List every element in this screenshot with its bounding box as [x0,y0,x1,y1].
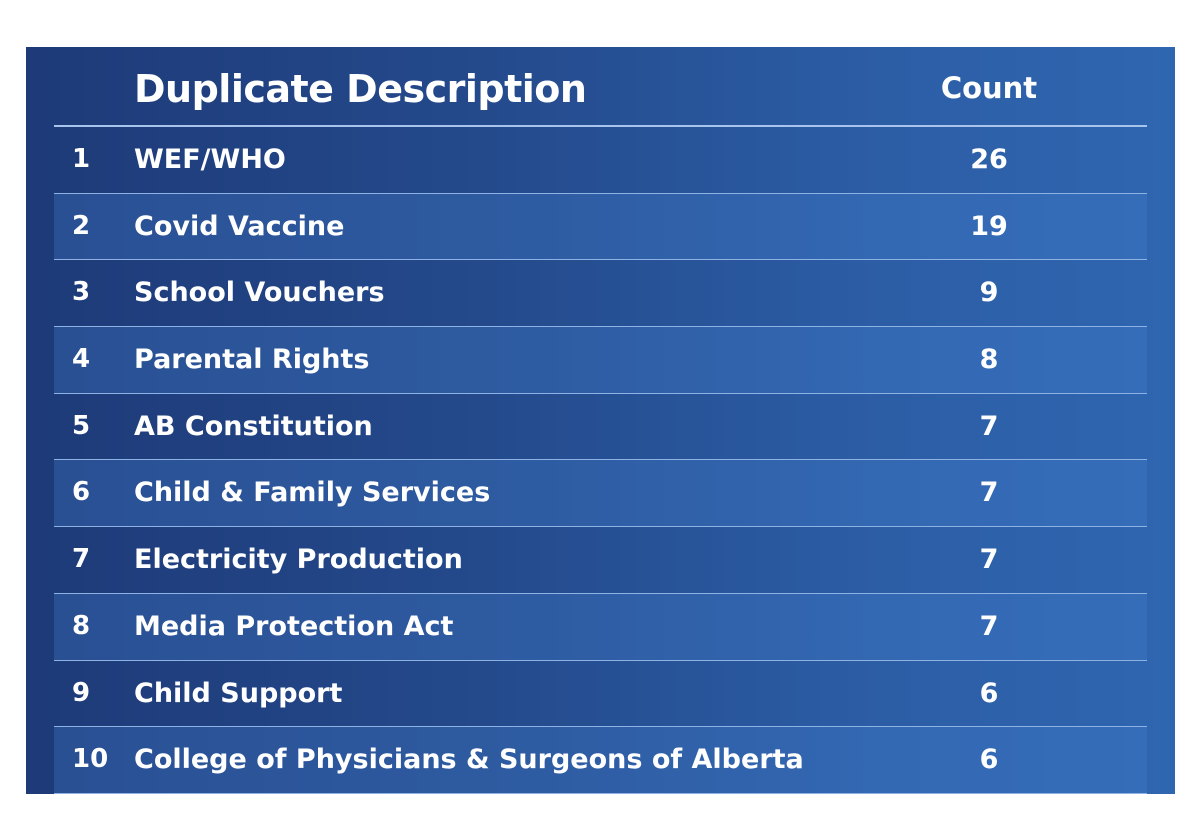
header-description: Duplicate Description [134,67,587,111]
row-description: College of Physicians & Surgeons of Albe… [134,744,804,776]
table-row: 3 School Vouchers 9 [54,260,1147,328]
row-rank: 4 [72,344,91,375]
row-description: Parental Rights [134,344,370,376]
table-row: 2 Covid Vaccine 19 [54,193,1147,261]
table-row: 10 College of Physicians & Surgeons of A… [54,727,1147,794]
table-row: 7 Electricity Production 7 [54,527,1147,594]
row-description: Child & Family Services [134,477,491,509]
row-rank: 2 [72,210,91,241]
table-header: Duplicate Description Count [54,47,1147,127]
row-rank: 6 [72,477,91,508]
row-rank: 7 [72,544,91,575]
row-description: WEF/WHO [134,144,286,175]
row-count: 26 [970,144,1008,175]
row-description: Media Protection Act [134,610,454,642]
table-row: 9 Child Support 6 [54,661,1147,728]
row-count: 9 [979,277,999,309]
table-row: 6 Child & Family Services 7 [54,460,1147,528]
table-panel: Duplicate Description Count 1 WEF/WHO 26… [26,47,1175,794]
row-count: 7 [979,477,999,509]
row-description: School Vouchers [134,277,385,309]
duplicate-table: Duplicate Description Count 1 WEF/WHO 26… [54,47,1147,794]
table-row: 8 Media Protection Act 7 [54,593,1147,661]
row-description: Covid Vaccine [134,210,345,242]
row-rank: 8 [72,610,91,641]
row-count: 7 [979,610,999,642]
row-description: Child Support [134,677,343,709]
row-description: AB Constitution [134,410,373,442]
row-rank: 1 [72,144,91,174]
row-count: 7 [979,544,999,576]
table-row: 1 WEF/WHO 26 [54,127,1147,194]
row-count: 6 [979,677,999,709]
row-count: 6 [979,744,999,776]
row-rank: 9 [72,677,91,708]
table-row: 5 AB Constitution 7 [54,394,1147,461]
row-count: 8 [979,344,999,376]
row-rank: 5 [72,410,91,441]
table-row: 4 Parental Rights 8 [54,327,1147,394]
row-count: 7 [979,410,999,442]
row-rank: 3 [72,277,91,308]
row-count: 19 [970,210,1008,242]
row-rank: 10 [72,744,109,775]
row-description: Electricity Production [134,544,463,576]
header-count: Count [940,71,1038,105]
